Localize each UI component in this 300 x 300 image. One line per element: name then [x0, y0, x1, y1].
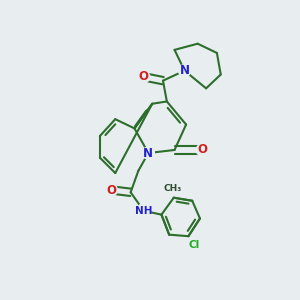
- Text: N: N: [179, 64, 190, 77]
- Text: CH₃: CH₃: [164, 184, 182, 194]
- Text: N: N: [143, 146, 153, 160]
- Circle shape: [142, 147, 154, 159]
- Circle shape: [137, 204, 151, 218]
- Circle shape: [138, 71, 150, 83]
- Text: NH: NH: [135, 206, 152, 216]
- Text: O: O: [197, 143, 207, 157]
- Text: Cl: Cl: [189, 240, 200, 250]
- Text: O: O: [106, 184, 116, 196]
- Circle shape: [178, 64, 190, 77]
- Circle shape: [188, 238, 202, 252]
- Circle shape: [105, 184, 117, 196]
- Circle shape: [167, 183, 178, 195]
- Circle shape: [196, 144, 208, 156]
- Text: O: O: [139, 70, 149, 83]
